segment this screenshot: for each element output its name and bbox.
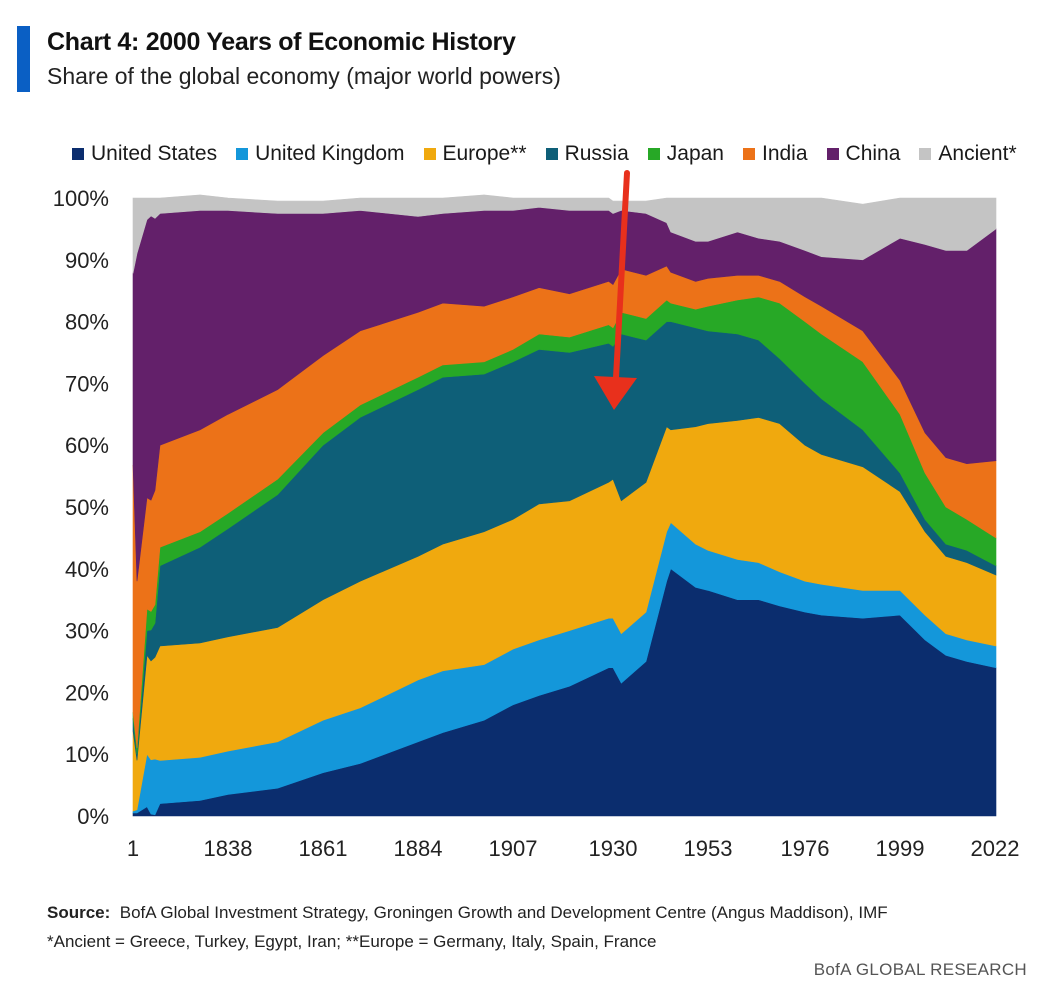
area-series-ancient bbox=[132, 194, 997, 274]
chart-title: Chart 4: 2000 Years of Economic History bbox=[47, 28, 516, 56]
y-tick-label: 60% bbox=[65, 433, 109, 458]
x-tick-label: 1884 bbox=[394, 836, 443, 861]
legend-swatch bbox=[423, 148, 436, 160]
legend-swatch bbox=[742, 148, 755, 160]
y-tick-label: 0% bbox=[77, 804, 109, 829]
legend-label: Russia bbox=[564, 142, 629, 165]
title-accent-bar bbox=[17, 26, 30, 92]
chart-legend: United States United Kingdom Europe** Russi… bbox=[72, 142, 1036, 166]
legend-label: Europe** bbox=[442, 142, 527, 165]
x-tick-label: 1999 bbox=[876, 836, 925, 861]
legend-label: China bbox=[845, 142, 901, 165]
legend-label: Ancient* bbox=[938, 142, 1017, 165]
y-tick-label: 70% bbox=[65, 371, 109, 396]
legend-label: India bbox=[761, 142, 808, 165]
stacked-area-chart: 0% 10% 20% 30% 40% 50% 60% 70% 80% 90% 100% 1 1838 18… bbox=[53, 170, 1020, 861]
y-tick-label: 20% bbox=[65, 680, 109, 705]
y-tick-label: 90% bbox=[65, 248, 109, 273]
legend-label: United States bbox=[91, 142, 218, 165]
legend-swatch bbox=[545, 148, 558, 160]
y-tick-label: 40% bbox=[65, 557, 109, 582]
arrow-shaft bbox=[613, 170, 630, 381]
legend-item: Russia bbox=[545, 142, 629, 166]
x-tick-label: 1838 bbox=[204, 836, 253, 861]
y-tick-label: 10% bbox=[65, 742, 109, 767]
x-tick-label: 1861 bbox=[299, 836, 348, 861]
legend-swatch bbox=[647, 148, 660, 160]
source-note: Source: BofA Global Investment Strategy,… bbox=[47, 903, 888, 923]
legend-item: Ancient* bbox=[919, 142, 1017, 166]
legend-swatch bbox=[919, 148, 932, 160]
annotation-arrow bbox=[594, 170, 637, 410]
chart-subtitle: Share of the global economy (major world… bbox=[47, 63, 561, 89]
y-tick-label: 80% bbox=[65, 310, 109, 335]
source-label: Source: bbox=[47, 903, 111, 922]
legend-item: United Kingdom bbox=[236, 142, 405, 166]
x-tick-label: 1930 bbox=[589, 836, 638, 861]
brand-label: BofA GLOBAL RESEARCH bbox=[813, 960, 1027, 979]
legend-item: United States bbox=[72, 142, 217, 166]
x-tick-label: 2022 bbox=[971, 836, 1020, 861]
y-tick-label: 30% bbox=[65, 619, 109, 644]
x-tick-label: 1 bbox=[127, 836, 139, 861]
legend-item: India bbox=[742, 142, 808, 166]
legend-swatch bbox=[826, 148, 839, 160]
y-tick-label: 50% bbox=[65, 495, 109, 520]
source-text: BofA Global Investment Strategy, Groning… bbox=[119, 903, 888, 922]
x-tick-label: 1953 bbox=[684, 836, 733, 861]
x-tick-label: 1976 bbox=[781, 836, 830, 861]
legend-swatch bbox=[236, 148, 249, 160]
arrow-head bbox=[594, 376, 637, 410]
y-tick-label: 100% bbox=[53, 186, 109, 211]
legend-swatch bbox=[72, 148, 84, 160]
x-tick-label: 1907 bbox=[489, 836, 538, 861]
legend-item: Europe** bbox=[423, 142, 527, 166]
footnote: *Ancient = Greece, Turkey, Egypt, Iran; … bbox=[47, 932, 657, 951]
legend-item: China bbox=[826, 142, 901, 166]
legend-label: Japan bbox=[666, 142, 724, 165]
legend-label: United Kingdom bbox=[255, 142, 405, 165]
legend-item: Japan bbox=[647, 142, 724, 166]
